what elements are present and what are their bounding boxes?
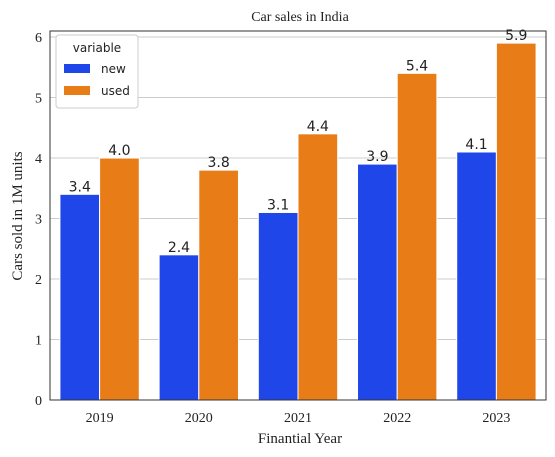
- chart-title: Car sales in India: [251, 10, 349, 25]
- bar-value-label: 5.4: [406, 58, 428, 74]
- y-tick-label: 3: [35, 213, 42, 228]
- y-tick-label: 2: [35, 273, 42, 288]
- bar-value-label: 5.9: [505, 28, 527, 44]
- bar-labels: 3.4 2.4 3.1 3.9 4.1 4.0 3.8 4.4 5.4 5.9: [69, 28, 528, 256]
- bar-used: [198, 169, 239, 401]
- x-tick-label: 2021: [284, 411, 312, 426]
- bar-value-label: 3.8: [208, 155, 230, 171]
- y-tick-label: 0: [35, 394, 42, 409]
- bar-value-label: 4.4: [307, 119, 329, 135]
- bar-value-label: 4.0: [108, 143, 130, 159]
- x-axis-ticks: 2019 2020 2021 2022 2023: [86, 411, 511, 426]
- bar-value-label: 2.4: [168, 240, 190, 256]
- x-tick-label: 2022: [383, 411, 411, 426]
- bar-value-label: 3.9: [366, 149, 388, 165]
- bar-value-label: 3.1: [267, 197, 289, 213]
- x-tick-label: 2019: [86, 411, 114, 426]
- bar-new: [257, 211, 299, 401]
- bar-used: [495, 42, 537, 401]
- bar-new: [158, 254, 200, 401]
- y-tick-label: 1: [35, 334, 42, 349]
- bar-used: [396, 72, 438, 401]
- bar-new: [456, 151, 497, 401]
- y-axis-label: Cars sold in 1M units: [10, 151, 26, 280]
- bar-new: [357, 163, 398, 401]
- y-axis-ticks: 0 1 2 3 4 5 6: [35, 31, 42, 409]
- bar-used: [99, 157, 140, 401]
- y-tick-label: 6: [35, 31, 42, 46]
- bar-new: [59, 193, 101, 401]
- legend: variable new used: [55, 34, 139, 109]
- legend-label-used: used: [101, 84, 130, 98]
- bar-used: [297, 133, 339, 401]
- y-tick-label: 5: [35, 92, 42, 107]
- bar-value-label: 4.1: [465, 137, 487, 153]
- y-tick-label: 4: [35, 152, 42, 167]
- legend-swatch-used: [64, 86, 90, 95]
- x-tick-label: 2020: [185, 411, 213, 426]
- bar-value-label: 3.4: [69, 179, 91, 195]
- legend-title: variable: [73, 41, 121, 55]
- legend-swatch-new: [64, 64, 90, 73]
- bars: [59, 42, 537, 401]
- x-axis-label: Finantial Year: [258, 431, 342, 447]
- plot-frame: [49, 30, 547, 401]
- legend-label-new: new: [101, 62, 126, 76]
- x-tick-label: 2023: [482, 411, 510, 426]
